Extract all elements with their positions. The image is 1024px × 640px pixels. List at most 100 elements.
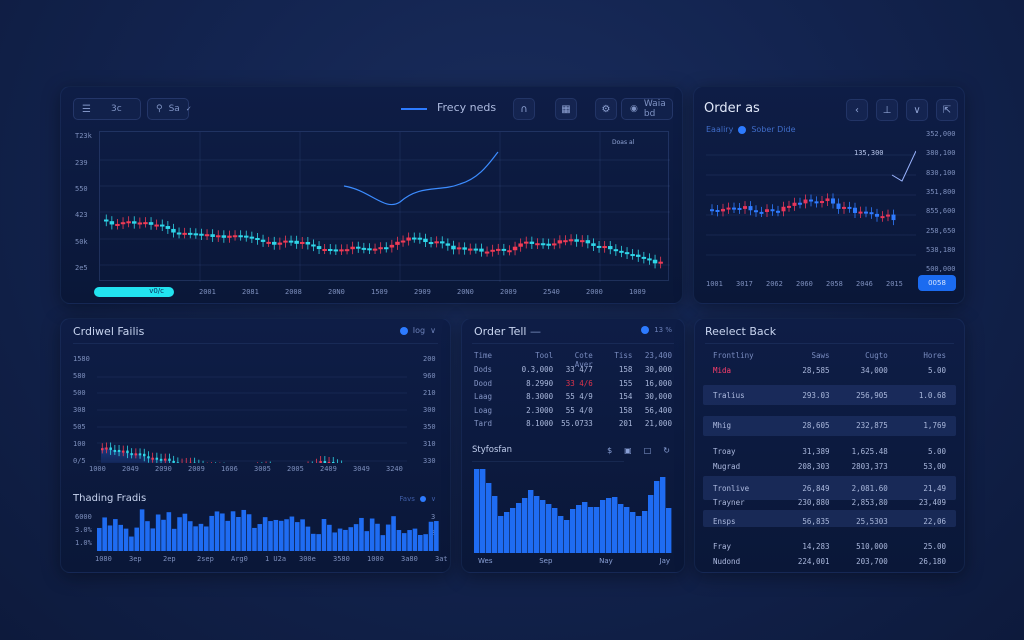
panel-title: Crdiwel Failis [73, 325, 145, 338]
table-row[interactable]: Laag 8.3000 55 4/9 154 30,000 [474, 392, 672, 401]
axis-tick: 960 [423, 372, 436, 380]
axis-tick: 2sep [197, 555, 214, 563]
axis-tick: 538,180 [926, 245, 956, 254]
axis-tick: 2409 [320, 465, 337, 473]
order-book-chart[interactable]: 135,300 [706, 137, 917, 267]
indicator-icon[interactable]: ∩ [513, 98, 535, 120]
chart-title: Styfosfan [472, 445, 512, 455]
layout-icon[interactable]: ▦ [555, 98, 577, 120]
axis-tick: 500 [73, 389, 86, 397]
volume-title: Thading Fradis [73, 493, 147, 504]
draw-icon[interactable]: ‹ [846, 99, 868, 121]
settings-icon[interactable]: ⚙ [595, 98, 617, 120]
table-row[interactable]: Tralius 293.03 256,905 1.0.68 [713, 391, 946, 400]
axis-tick: 2008 [285, 288, 302, 296]
table-row[interactable]: Dods 0.3,000 33 4/7 158 30,000 [474, 365, 672, 374]
axis-tick: 2060 [796, 280, 813, 288]
table-row[interactable]: Mugrad 208,303 2803,373 53,00 [713, 462, 946, 471]
svg-text:Doas al: Doas al [612, 139, 635, 146]
candles-panel: Crdiwel Failis Iog ∨ 1580 580 500 308 505 100… [60, 318, 451, 573]
fullscreen-icon[interactable]: ⇱ [936, 99, 958, 121]
row-band [703, 510, 956, 527]
main-chart-panel: ☰ 3c ⚲ Sa ✓ Frecy neds ∩ ▦ ⚙ ◉ Waia bd T… [60, 86, 683, 304]
axis-tick: 580 [73, 372, 86, 380]
row-band [703, 385, 956, 405]
range-slider[interactable]: v0/c [94, 287, 174, 297]
axis-tick: 2000 [586, 288, 603, 296]
x-axis: Wes Sep Nay Jay [478, 557, 670, 565]
indicator-icon[interactable]: ⊥ [876, 99, 898, 121]
axis-tick: 380,100 [926, 149, 956, 158]
axis-tick: 2909 [414, 288, 431, 296]
table-row[interactable]: Mhig 28,605 232,875 1,769 [713, 421, 946, 430]
axis-tick: 2005 [287, 465, 304, 473]
axis-tick: 1000 [367, 555, 384, 563]
divider [472, 461, 624, 462]
table-row[interactable]: Mida 28,585 34,000 5.00 [713, 366, 946, 375]
market-table: Frontliny Saws Cugto Hores Mida 28,585 34,000 5… [713, 319, 952, 574]
distribution-chart[interactable] [474, 467, 672, 553]
axis-tick: 2090 [155, 465, 172, 473]
divider [73, 343, 438, 344]
axis-tick: 3049 [353, 465, 370, 473]
dollar-icon[interactable]: $ [607, 446, 613, 455]
globe-icon: ◉ [630, 104, 638, 114]
market-panel: Reelect Back Frontliny Saws Cugto Hores Mida… [694, 318, 965, 573]
axis-tick: 3240 [386, 465, 403, 473]
axis-tick: 830,100 [926, 168, 956, 177]
price-chart[interactable]: Doas al [99, 131, 670, 282]
axis-tick: 2046 [856, 280, 873, 288]
table-row[interactable]: Dood 8.2990 33 4/6 155 16,000 [474, 378, 672, 388]
axis-tick: 100 [73, 440, 86, 448]
axis-tick: 0/5 [73, 457, 86, 465]
axis-tick: 1009 [629, 288, 646, 296]
axis-tick: 6000 [75, 513, 92, 521]
table-row[interactable]: Loag 2.3000 55 4/0 158 56,400 [474, 405, 672, 415]
legend: Eaaliry Sober Dide [706, 125, 796, 134]
table-row[interactable]: Ensps 56,835 25,5303 22,06 [713, 517, 946, 526]
chart-toolbar: $ ▣ □ ↻ [607, 446, 670, 455]
table-row[interactable]: Tard 8.1000 55.0733 201 21,000 [474, 419, 672, 428]
row-band [703, 416, 956, 436]
legend-label: Frecy neds [437, 101, 497, 114]
table-row[interactable]: Troay 31,389 1,625.48 5.00 [713, 447, 946, 456]
axis-tick: 300 [423, 406, 436, 414]
legend-line-icon [401, 108, 427, 110]
volume-chart[interactable] [97, 507, 439, 551]
panel-title: Order Tell — [474, 325, 541, 338]
interval-dropdown[interactable]: Iog ∨ [399, 326, 436, 335]
action-button[interactable]: 0058 [918, 275, 956, 291]
status-dot-icon [641, 326, 650, 334]
axis-tick: 300e [299, 555, 316, 563]
axis-tick: 1001 [706, 280, 723, 288]
account-button[interactable]: ◉ Waia bd [621, 98, 673, 120]
axis-tick: 210 [423, 389, 436, 397]
axis-tick: 3580 [333, 555, 350, 563]
volume-selector[interactable]: Favs ∨ [399, 495, 436, 503]
axis-tick: 1 U2a [265, 555, 287, 563]
table-row[interactable]: Nudond 224,001 203,700 26,180 [713, 557, 946, 566]
chevron-down-icon: ∨ [430, 326, 436, 335]
panel-title: Reelect Back [705, 325, 777, 338]
camera-icon[interactable]: ▣ [624, 446, 632, 455]
menu-button[interactable]: ☰ 3c [73, 98, 141, 120]
axis-tick: 2062 [766, 280, 783, 288]
axis-tick: 330 [423, 457, 436, 465]
symbol-dropdown[interactable]: ⚲ Sa ✓ [147, 98, 192, 120]
axis-tick: 3ep [129, 555, 142, 563]
refresh-icon[interactable]: ↻ [663, 446, 670, 455]
table-row[interactable]: Trayner 230,880 2,853,80 23,409 [713, 498, 946, 507]
status-dot-icon [399, 326, 408, 335]
table-row[interactable]: Fray 14,283 510,000 25.00 [713, 542, 946, 551]
chevron-down-icon[interactable]: ∨ [906, 99, 928, 121]
axis-tick: 855,600 [926, 207, 956, 216]
folder-icon[interactable]: □ [643, 446, 652, 455]
area-candle-chart[interactable] [97, 361, 407, 485]
axis-tick: 3.0% [75, 526, 92, 534]
filter-dropdown[interactable]: 13 % [641, 326, 672, 334]
divider [472, 343, 674, 344]
table-row[interactable]: Tronlive 26,849 2,081.60 21,49 [713, 484, 946, 493]
axis-tick: 3 [431, 513, 436, 521]
axis-tick: 351,800 [926, 187, 956, 196]
chevron-down-icon: ∨ [430, 495, 436, 503]
